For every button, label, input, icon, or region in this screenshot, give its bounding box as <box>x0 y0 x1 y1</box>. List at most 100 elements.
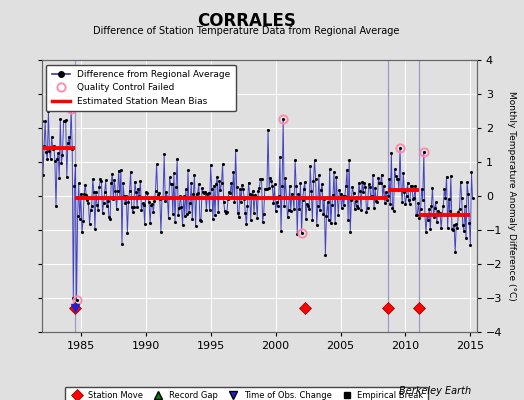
Point <box>107 180 115 186</box>
Point <box>336 191 345 197</box>
Point <box>189 190 198 197</box>
Point <box>58 152 67 158</box>
Point <box>243 202 252 209</box>
Point <box>135 193 144 199</box>
Point <box>213 174 221 180</box>
Point <box>187 180 195 186</box>
Point <box>311 176 320 183</box>
Point <box>250 210 258 216</box>
Point <box>443 225 452 232</box>
Point <box>317 187 325 193</box>
Point <box>104 198 112 204</box>
Point <box>400 189 409 196</box>
Point <box>419 196 427 203</box>
Point <box>315 172 323 178</box>
Point <box>62 174 71 180</box>
Point <box>49 146 57 152</box>
Point <box>366 184 374 190</box>
Point <box>139 202 148 208</box>
Point <box>346 229 354 236</box>
Point <box>238 182 246 188</box>
Point <box>120 193 128 199</box>
Point <box>361 183 369 190</box>
Point <box>307 187 315 194</box>
Point <box>82 192 91 198</box>
Point <box>355 180 363 186</box>
Point <box>102 177 110 184</box>
Point <box>375 180 384 186</box>
Point <box>158 195 166 201</box>
Point <box>296 180 304 186</box>
Point <box>452 221 461 227</box>
Point <box>200 190 209 196</box>
Point <box>319 211 328 217</box>
Point <box>74 180 83 186</box>
Point <box>348 184 357 190</box>
Point <box>453 225 462 231</box>
Point <box>430 204 439 211</box>
Point <box>328 202 336 209</box>
Point <box>395 187 403 193</box>
Point <box>392 176 401 182</box>
Point <box>40 143 48 149</box>
Point <box>422 229 430 236</box>
Point <box>105 214 113 220</box>
Point <box>211 212 219 218</box>
Point <box>291 156 299 163</box>
Point <box>369 172 377 178</box>
Point <box>410 195 418 202</box>
Text: Difference of Station Temperature Data from Regional Average: Difference of Station Temperature Data f… <box>93 26 399 36</box>
Point <box>316 207 324 214</box>
Point <box>191 223 200 229</box>
Point <box>278 182 286 189</box>
Point <box>423 212 431 218</box>
Point <box>308 217 316 223</box>
Point <box>57 160 66 166</box>
Point <box>223 209 231 215</box>
Point <box>231 199 239 206</box>
Point <box>214 209 223 216</box>
Point <box>436 210 444 216</box>
Point <box>108 170 116 177</box>
Point <box>131 178 139 185</box>
Point <box>259 211 268 218</box>
Point <box>413 212 421 218</box>
Point <box>458 222 467 228</box>
Point <box>379 182 388 189</box>
Point <box>279 116 287 123</box>
Point <box>290 206 298 212</box>
Point <box>225 188 233 195</box>
Point <box>464 191 472 197</box>
Point <box>199 189 208 196</box>
Point <box>252 194 260 200</box>
Point <box>94 206 102 213</box>
Point <box>226 190 234 196</box>
Point <box>138 200 147 207</box>
Point <box>267 178 276 184</box>
Point <box>173 156 181 162</box>
Point <box>83 196 92 203</box>
Point <box>172 184 180 190</box>
Point <box>127 204 136 210</box>
Point <box>368 192 376 199</box>
Point <box>232 146 240 153</box>
Point <box>294 191 302 198</box>
Point <box>376 180 385 186</box>
Point <box>303 200 311 207</box>
Point <box>352 198 360 204</box>
Point <box>51 158 59 164</box>
Point <box>264 126 272 133</box>
Point <box>344 216 352 223</box>
Point <box>221 208 229 214</box>
Point <box>300 186 308 192</box>
Point <box>401 201 410 208</box>
Point <box>128 209 137 215</box>
Point <box>56 116 64 122</box>
Point <box>251 192 259 198</box>
Point <box>465 220 474 226</box>
Point <box>454 209 463 215</box>
Point <box>92 189 100 195</box>
Point <box>86 207 95 214</box>
Point <box>42 149 50 155</box>
Point <box>197 218 205 224</box>
